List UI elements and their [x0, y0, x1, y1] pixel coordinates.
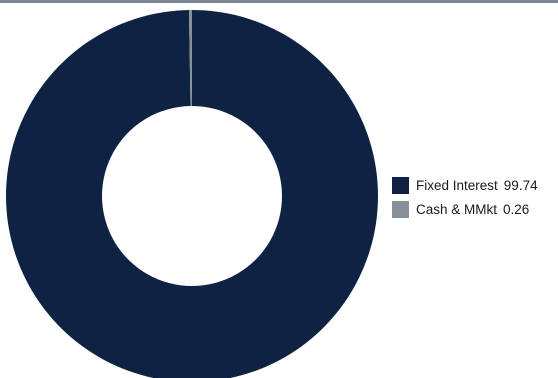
legend-item-fixed-interest[interactable]: Fixed Interest 99.74	[392, 176, 538, 194]
top-divider	[0, 0, 558, 3]
legend-label-cash-mmkt: Cash & MMkt	[416, 201, 498, 217]
legend-swatch-fixed-interest	[392, 176, 409, 194]
donut-slice-fixed-interest[interactable]	[6, 10, 378, 378]
legend-value-cash-mmkt: 0.26	[503, 201, 530, 217]
legend-label-fixed-interest: Fixed Interest	[416, 177, 498, 193]
legend-item-cash-mmkt[interactable]: Cash & MMkt 0.26	[392, 200, 538, 218]
donut-slice-cash-mmkt[interactable]	[188, 10, 192, 107]
legend-value-fixed-interest: 99.74	[503, 177, 538, 193]
chart-legend: Fixed Interest 99.74 Cash & MMkt 0.26	[392, 176, 538, 224]
legend-swatch-cash-mmkt	[392, 200, 409, 218]
